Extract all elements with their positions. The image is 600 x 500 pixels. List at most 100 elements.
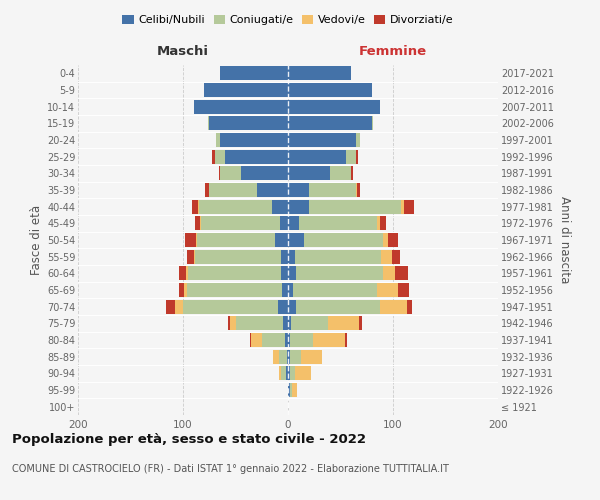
Bar [383, 266, 395, 280]
Bar [345, 333, 347, 347]
Bar [309, 183, 356, 197]
Bar [290, 366, 295, 380]
Bar [288, 166, 330, 180]
Bar [215, 133, 220, 147]
Bar [288, 350, 290, 364]
Bar [351, 166, 353, 180]
Bar [401, 200, 404, 214]
Bar [179, 283, 184, 297]
Bar [286, 366, 288, 380]
Y-axis label: Fasce di età: Fasce di età [29, 205, 43, 275]
Bar [251, 333, 262, 347]
Bar [309, 200, 401, 214]
Bar [281, 366, 286, 380]
Bar [288, 233, 304, 247]
Bar [185, 233, 196, 247]
Bar [288, 183, 309, 197]
Bar [201, 216, 280, 230]
Bar [295, 366, 311, 380]
Bar [288, 133, 356, 147]
Bar [218, 166, 220, 180]
Bar [293, 283, 377, 297]
Bar [278, 350, 287, 364]
Bar [220, 133, 288, 147]
Bar [304, 233, 383, 247]
Bar [380, 300, 407, 314]
Bar [179, 266, 186, 280]
Bar [359, 316, 362, 330]
Text: Femmine: Femmine [359, 45, 427, 58]
Bar [212, 150, 215, 164]
Bar [290, 333, 313, 347]
Bar [292, 383, 298, 397]
Bar [283, 316, 288, 330]
Bar [183, 300, 277, 314]
Bar [372, 116, 373, 130]
Bar [288, 266, 296, 280]
Bar [288, 150, 346, 164]
Bar [296, 266, 383, 280]
Bar [299, 216, 377, 230]
Bar [380, 216, 386, 230]
Bar [184, 283, 187, 297]
Bar [188, 266, 281, 280]
Bar [382, 250, 392, 264]
Bar [250, 333, 251, 347]
Bar [356, 183, 358, 197]
Bar [395, 266, 408, 280]
Bar [274, 350, 278, 364]
Bar [194, 250, 281, 264]
Bar [296, 300, 380, 314]
Bar [288, 283, 293, 297]
Bar [187, 283, 282, 297]
Bar [285, 333, 288, 347]
Bar [388, 233, 398, 247]
Bar [295, 250, 382, 264]
Bar [330, 166, 351, 180]
Bar [288, 300, 296, 314]
Legend: Celibi/Nubili, Coniugati/e, Vedovi/e, Divorziati/e: Celibi/Nubili, Coniugati/e, Vedovi/e, Di… [118, 10, 458, 30]
Bar [288, 366, 290, 380]
Bar [215, 150, 225, 164]
Bar [241, 166, 288, 180]
Text: COMUNE DI CASTROCIELO (FR) - Dati ISTAT 1° gennaio 2022 - Elaborazione TUTTITALI: COMUNE DI CASTROCIELO (FR) - Dati ISTAT … [12, 464, 449, 474]
Bar [275, 233, 288, 247]
Bar [205, 183, 209, 197]
Bar [288, 383, 290, 397]
Bar [288, 216, 299, 230]
Bar [197, 233, 275, 247]
Bar [282, 283, 288, 297]
Bar [301, 350, 322, 364]
Bar [220, 66, 288, 80]
Bar [193, 200, 198, 214]
Bar [278, 366, 281, 380]
Bar [377, 283, 398, 297]
Bar [288, 316, 291, 330]
Bar [277, 300, 288, 314]
Bar [235, 316, 283, 330]
Bar [196, 233, 197, 247]
Bar [175, 300, 183, 314]
Text: Maschi: Maschi [157, 45, 209, 58]
Bar [392, 250, 400, 264]
Bar [186, 266, 188, 280]
Bar [193, 250, 194, 264]
Bar [281, 266, 288, 280]
Bar [228, 316, 230, 330]
Bar [377, 216, 380, 230]
Bar [194, 216, 200, 230]
Bar [209, 183, 257, 197]
Bar [288, 66, 351, 80]
Bar [398, 283, 409, 297]
Bar [199, 200, 272, 214]
Bar [288, 200, 309, 214]
Bar [290, 383, 292, 397]
Bar [288, 116, 372, 130]
Bar [280, 216, 288, 230]
Bar [193, 100, 288, 114]
Bar [230, 316, 235, 330]
Bar [288, 100, 380, 114]
Bar [187, 250, 193, 264]
Bar [356, 133, 361, 147]
Bar [346, 150, 356, 164]
